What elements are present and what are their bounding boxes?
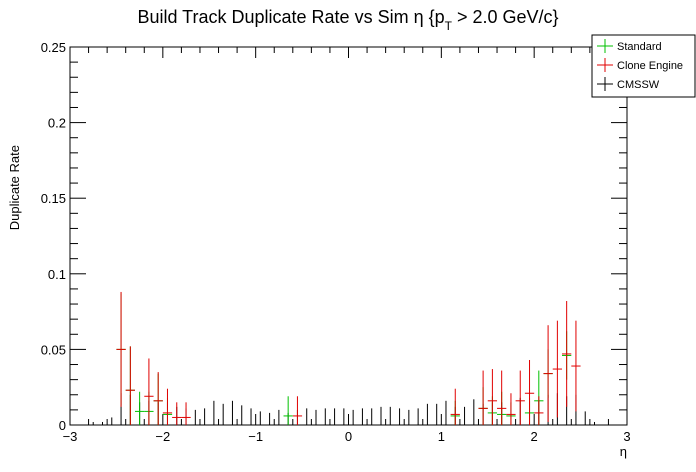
chart-title-suffix: > 2.0 GeV/c} [452, 7, 559, 27]
series-standard [116, 293, 572, 425]
data-layer [92, 291, 596, 425]
legend-label: Clone Engine [617, 60, 683, 72]
plot-frame [69, 46, 628, 426]
x-tick-label: −2 [155, 429, 170, 444]
chart-title-main: Build Track Duplicate Rate vs Sim η {p [137, 7, 444, 27]
legend-label: CMSSW [617, 79, 660, 91]
y-axis: 0 0.05 0.1 0.15 0.2 0.25 [41, 40, 627, 433]
x-tick-label: −1 [248, 429, 263, 444]
y-tick-label: 0.25 [41, 40, 66, 55]
legend: Standard Clone Engine CMSSW [591, 34, 696, 98]
y-tick-label: 0.2 [48, 116, 66, 131]
legend-item: Clone Engine [597, 58, 683, 72]
y-tick-label: 0.05 [41, 342, 66, 357]
series-clone-engine [116, 291, 581, 425]
chart-title-subscript: T [445, 19, 453, 33]
y-tick-label: 0.15 [41, 191, 66, 206]
y-axis-title: Duplicate Rate [7, 145, 22, 230]
legend-item: Standard [597, 39, 662, 53]
series-cmssw [92, 393, 596, 425]
x-tick-label: 0 [345, 429, 352, 444]
legend-box [591, 34, 696, 98]
chart-title: Build Track Duplicate Rate vs Sim η {pT … [137, 7, 558, 33]
legend-item: CMSSW [597, 77, 660, 91]
x-tick-label: 3 [623, 429, 630, 444]
x-tick-label: 1 [438, 429, 445, 444]
x-tick-label: −3 [63, 429, 78, 444]
legend-label: Standard [617, 41, 662, 53]
x-axis: −3 −2 −1 0 1 2 3 [63, 47, 631, 444]
x-tick-label: 2 [531, 429, 538, 444]
y-tick-label: 0.1 [48, 267, 66, 282]
y-tick-label: 0 [59, 418, 66, 433]
x-axis-title: η [620, 444, 627, 459]
